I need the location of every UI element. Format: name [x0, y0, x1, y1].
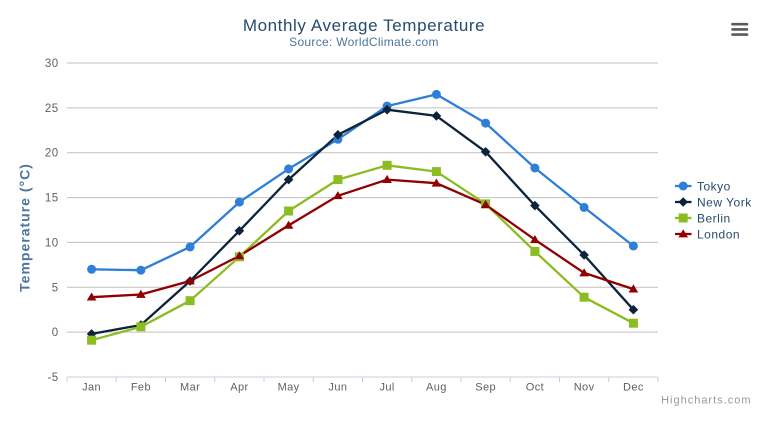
svg-text:Jun: Jun [328, 382, 347, 394]
svg-text:25: 25 [45, 103, 59, 115]
svg-text:0: 0 [52, 327, 59, 339]
svg-text:5: 5 [52, 282, 59, 294]
svg-text:20: 20 [45, 148, 59, 160]
svg-text:Source: WorldClimate.com: Source: WorldClimate.com [289, 35, 439, 49]
svg-text:15: 15 [45, 193, 59, 205]
svg-text:Jan: Jan [82, 382, 101, 394]
svg-text:Monthly Average Temperature: Monthly Average Temperature [243, 16, 485, 35]
svg-text:Nov: Nov [574, 382, 595, 394]
svg-text:Dec: Dec [623, 382, 644, 394]
svg-text:Aug: Aug [426, 382, 447, 394]
svg-text:London: London [697, 228, 740, 242]
svg-text:Tokyo: Tokyo [697, 180, 731, 194]
svg-text:30: 30 [45, 58, 59, 70]
svg-text:Temperature (°C): Temperature (°C) [17, 163, 33, 292]
svg-text:Berlin: Berlin [697, 212, 731, 226]
svg-text:Apr: Apr [230, 382, 248, 394]
svg-text:10: 10 [45, 237, 59, 249]
svg-text:-5: -5 [47, 372, 58, 384]
svg-text:New York: New York [697, 196, 752, 210]
svg-text:Mar: Mar [180, 382, 200, 394]
svg-text:Highcharts.com: Highcharts.com [661, 395, 751, 407]
svg-text:Jul: Jul [379, 382, 394, 394]
svg-text:Feb: Feb [131, 382, 151, 394]
svg-text:May: May [278, 382, 300, 394]
svg-text:Oct: Oct [526, 382, 544, 394]
svg-text:Sep: Sep [475, 382, 496, 394]
